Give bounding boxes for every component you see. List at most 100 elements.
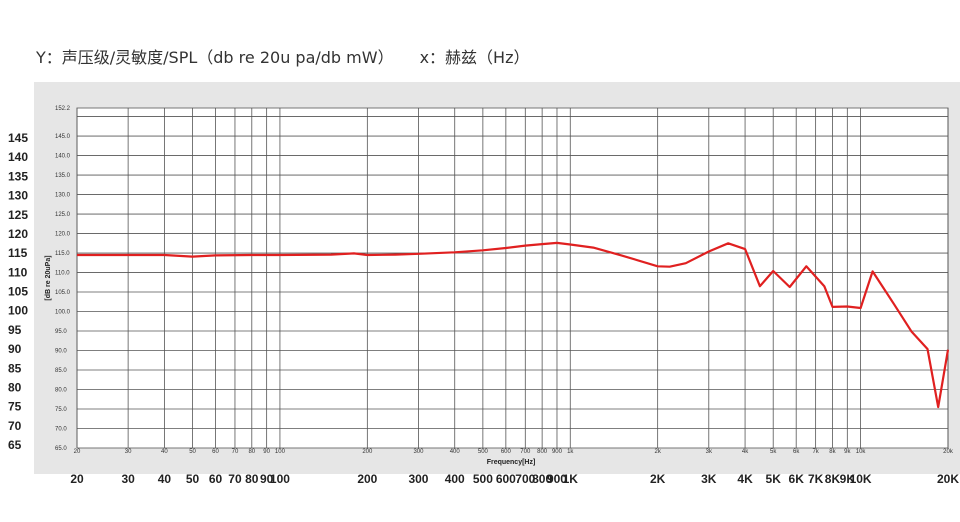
y-axis-title: [dB re 20uPa] — [45, 255, 52, 300]
outer-y-ticks: 145 140 135 130 125 120 115 110 105 100 95 90 85 80 75… — [8, 131, 28, 452]
outer-x-tick-label: 300 — [408, 472, 428, 486]
outer-y-tick-label: 80 — [8, 380, 22, 394]
inner-x-tick-label: 1k — [567, 449, 574, 455]
inner-x-tick-label: 50 — [189, 449, 196, 455]
inner-x-tick-label: 700 — [520, 449, 531, 455]
inner-y-tick-label: 75.0 — [55, 407, 67, 413]
inner-y-tick-label: 90.0 — [55, 349, 67, 355]
outer-y-tick-label: 75 — [8, 400, 22, 414]
inner-y-tick-label: 95.0 — [55, 329, 67, 335]
outer-x-tick-label: 8K — [825, 472, 841, 486]
x-axis-caption: x：赫兹（Hz） — [419, 48, 530, 67]
outer-x-tick-label: 30 — [121, 472, 135, 486]
outer-x-tick-label: 7K — [808, 472, 824, 486]
outer-x-tick-label: 80 — [245, 472, 259, 486]
outer-x-tick-label: 70 — [228, 472, 242, 486]
inner-x-tick-label: 3k — [706, 449, 713, 455]
outer-y-tick-label: 90 — [8, 342, 22, 356]
outer-x-tick-label: 20 — [70, 472, 84, 486]
inner-x-tick-label: 2k — [654, 449, 661, 455]
outer-x-tick-label: 3K — [701, 472, 717, 486]
outer-y-tick-label: 115 — [8, 246, 28, 260]
inner-y-ticks: 152.2 145.0 140.0 135.0 130.0 125.0 120.0 115.0… — [55, 106, 71, 452]
outer-x-tick-label: 60 — [209, 472, 223, 486]
inner-x-tick-label: 800 — [537, 449, 548, 455]
outer-y-tick-label: 110 — [8, 265, 28, 279]
x-axis-title: Frequency[Hz] — [487, 459, 536, 466]
inner-y-tick-label: 100.0 — [55, 310, 71, 316]
inner-x-tick-label: 100 — [275, 449, 286, 455]
plot-area — [76, 107, 949, 449]
outer-y-tick-label: 85 — [8, 361, 22, 375]
inner-x-tick-label: 5k — [770, 449, 777, 455]
outer-x-tick-label: 20K — [937, 472, 959, 486]
inner-y-tick-label: 115.0 — [55, 251, 70, 257]
outer-x-tick-label: 10K — [850, 472, 872, 486]
outer-x-tick-label: 200 — [357, 472, 377, 486]
inner-y-tick-label: 130.0 — [55, 193, 71, 199]
inner-y-tick-label: 120.0 — [55, 232, 71, 238]
outer-x-tick-label: 9K — [840, 472, 856, 486]
outer-x-tick-label: 600 — [496, 472, 516, 486]
outer-x-tick-label: 4K — [737, 472, 753, 486]
outer-x-tick-label: 800 — [532, 472, 552, 486]
inner-x-tick-label: 9k — [844, 449, 851, 455]
outer-y-tick-label: 125 — [8, 208, 28, 222]
inner-x-tick-label: 40 — [161, 449, 168, 455]
inner-x-tick-label: 70 — [232, 449, 239, 455]
inner-x-tick-label: 300 — [413, 449, 424, 455]
outer-y-tick-label: 145 — [8, 131, 28, 145]
outer-x-tick-label: 5K — [766, 472, 782, 486]
outer-x-tick-label: 100 — [270, 472, 290, 486]
axis-units-caption: Y：声压级/灵敏度/SPL（db re 20u pa/db mW） x：赫兹（Hz… — [36, 44, 529, 68]
outer-y-tick-label: 70 — [8, 419, 22, 433]
inner-x-tick-label: 7k — [812, 449, 819, 455]
inner-x-tick-label: 500 — [478, 449, 489, 455]
inner-x-tick-label: 10k — [856, 449, 867, 455]
inner-y-tick-label: 70.0 — [55, 427, 67, 433]
outer-y-tick-label: 65 — [8, 438, 22, 452]
outer-x-tick-label: 700 — [515, 472, 535, 486]
outer-y-tick-label: 120 — [8, 227, 28, 241]
inner-x-tick-label: 200 — [362, 449, 373, 455]
series-group — [77, 241, 950, 409]
inner-y-tick-label: 140.0 — [55, 154, 71, 160]
outer-y-tick-label: 135 — [8, 169, 28, 183]
inner-y-tick-label: 110.0 — [55, 271, 70, 277]
inner-x-tick-label: 90 — [263, 449, 270, 455]
outer-y-tick-label: 100 — [8, 304, 28, 318]
inner-y-tick-label: 80.0 — [55, 388, 67, 394]
inner-x-tick-label: 60 — [212, 449, 219, 455]
inner-y-tick-label: 135.0 — [55, 173, 71, 179]
outer-x-tick-label: 400 — [445, 472, 465, 486]
inner-x-ticks: 20 30 40 50 60 70 80 90 100 200 300 400 500 600 700 800… — [74, 449, 954, 455]
inner-y-tick-label: 152.2 — [55, 106, 71, 112]
outer-x-tick-label: 2K — [650, 472, 666, 486]
inner-y-tick-label: 125.0 — [55, 212, 71, 218]
inner-y-tick-label: 145.0 — [55, 134, 71, 140]
outer-x-tick-label: 500 — [473, 472, 493, 486]
outer-x-tick-label: 90 — [260, 472, 274, 486]
inner-x-tick-label: 900 — [552, 449, 563, 455]
inner-y-tick-label: 65.0 — [55, 446, 67, 452]
inner-y-tick-label: 85.0 — [55, 368, 67, 374]
frequency-response-line — [77, 241, 950, 409]
outer-y-tick-label: 130 — [8, 189, 28, 203]
outer-x-tick-label: 6K — [789, 472, 805, 486]
inner-x-tick-label: 20 — [74, 449, 81, 455]
inner-x-tick-label: 30 — [125, 449, 132, 455]
outer-x-tick-label: 50 — [186, 472, 200, 486]
inner-x-tick-label: 20k — [943, 449, 954, 455]
outer-y-tick-label: 105 — [8, 285, 28, 299]
outer-x-tick-label: 40 — [158, 472, 172, 486]
outer-x-tick-label: 1K — [563, 472, 579, 486]
inner-y-tick-label: 105.0 — [55, 290, 71, 296]
inner-x-tick-label: 6k — [793, 449, 800, 455]
outer-y-tick-label: 140 — [8, 150, 28, 164]
inner-x-tick-label: 4k — [742, 449, 749, 455]
inner-x-tick-label: 8k — [829, 449, 836, 455]
inner-x-tick-label: 600 — [501, 449, 512, 455]
y-axis-caption: Y：声压级/灵敏度/SPL（db re 20u pa/db mW） — [36, 48, 394, 67]
